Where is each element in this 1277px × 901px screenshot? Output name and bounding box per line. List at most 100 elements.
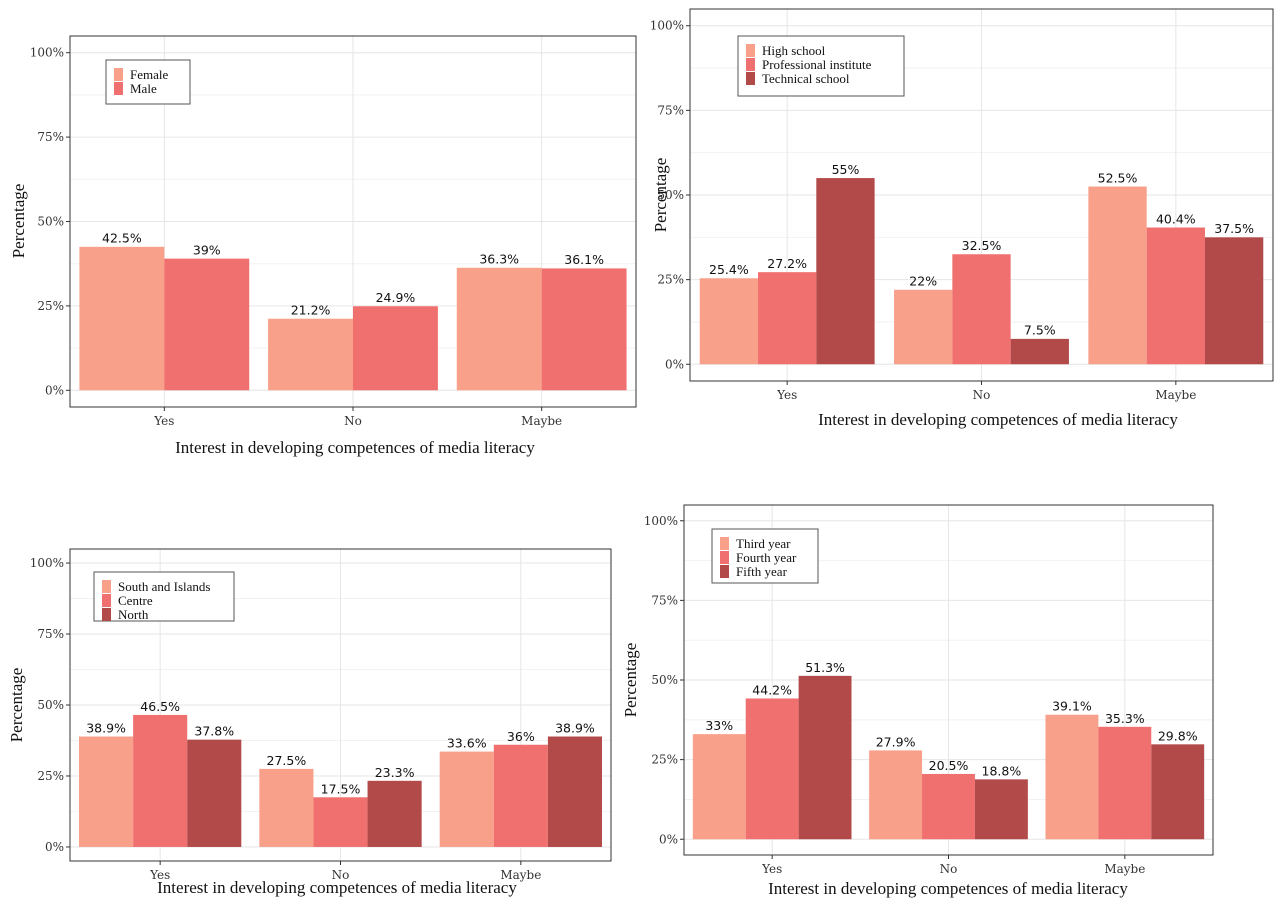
x-tick-label: Maybe [500,868,541,882]
y-tick-label: 75% [37,627,64,641]
y-tick-label: 25% [37,769,64,783]
data-label: 27.5% [267,753,307,768]
data-label: 36.1% [564,252,604,267]
data-label: 40.4% [1156,211,1196,226]
y-tick-label: 25% [657,273,684,287]
data-label: 37.8% [194,724,234,739]
y-tick-label: 75% [651,593,678,607]
bar-high-school-no [894,289,953,365]
x-axis-title: Interest in developing competences of me… [175,438,535,457]
bar-female-no [268,318,353,391]
y-tick-label: 25% [37,299,64,313]
bar-professional-institute-yes [758,272,817,365]
x-tick-label: No [344,414,362,428]
legend-swatch [102,594,111,607]
x-tick-label: Maybe [1104,862,1145,876]
bar-male-maybe [541,268,627,391]
bar-centre-yes [133,714,188,847]
bar-male-yes [164,258,250,391]
legend-label: Technical school [762,71,850,86]
legend-swatch [102,580,111,593]
legend-label: Fifth year [736,564,788,579]
data-label: 44.2% [752,682,792,697]
bar-fifth-year-yes [798,675,852,840]
chart-panel-1: 42.5% 21.2% 36.3% 39% 24.9% 36.1% 0% 25% 50% 75% 1… [9,35,637,457]
legend-swatch [720,551,729,564]
bar-centre-maybe [493,744,548,847]
data-label: 33.6% [447,736,487,751]
data-label: 23.3% [375,765,415,780]
legend-label: Centre [118,593,153,608]
bar-third-year-maybe [1045,714,1099,840]
bar-female-maybe [456,267,542,391]
bar-north-maybe [547,736,602,847]
x-tick-label: Yes [776,388,797,402]
y-tick-label: 0% [659,832,678,846]
data-label: 32.5% [962,238,1002,253]
bar-north-yes [187,739,242,847]
y-axis-title: Percentage [621,643,640,718]
y-tick-label: 0% [665,357,684,371]
data-label: 22% [909,274,937,289]
data-label: 39% [193,242,221,257]
x-axis-title: Interest in developing competences of me… [157,878,517,897]
data-label: 42.5% [102,231,142,246]
legend-box [711,528,819,584]
bar-technical-school-maybe [1204,237,1264,365]
x-tick-label: No [940,862,958,876]
bar-professional-institute-maybe [1146,227,1205,365]
data-label: 27.2% [767,256,807,271]
bar-south-and-islands-maybe [439,751,494,847]
data-label: 51.3% [805,660,845,675]
bar-south-and-islands-yes [79,736,134,847]
data-label: 25.4% [709,262,749,277]
data-label: 38.9% [86,721,126,736]
data-label: 39.1% [1052,699,1092,714]
x-tick-label: Yes [153,414,174,428]
bar-north-no [367,780,422,847]
bar-fifth-year-no [974,779,1028,840]
x-axis-title: Interest in developing competences of me… [818,410,1178,429]
y-tick-label: 100% [30,46,64,60]
data-label: 46.5% [140,699,180,714]
x-tick-label: Maybe [1155,388,1196,402]
x-tick-label: Maybe [521,414,562,428]
legend-label: High school [762,43,826,58]
chart-panel-2: 25.4% 22% 52.5% 27.2% 32.5% 40.4% 55% 7.5% 37.5%… [650,8,1274,429]
data-label: 21.2% [291,303,331,318]
legend-box [737,35,905,97]
legend-swatch [746,58,755,71]
y-tick-label: 100% [30,556,64,570]
data-label: 33% [705,718,733,733]
y-tick-label: 100% [644,514,678,528]
bar-third-year-yes [692,734,746,840]
data-label: 18.8% [982,763,1022,778]
legend-label: South and Islands [118,579,210,594]
bar-male-no [353,306,438,391]
x-tick-label: No [973,388,991,402]
data-label: 36.3% [479,252,519,267]
y-tick-label: 50% [37,698,64,712]
chart-panel-4: 33% 27.9% 39.1% 44.2% 20.5% 35.3% 51.3% 18.8% 29… [621,504,1214,898]
legend-swatch [746,44,755,57]
y-tick-label: 0% [45,840,64,854]
y-axis-title: Percentage [7,668,26,743]
data-label: 36% [507,729,535,744]
legend-box [93,571,235,622]
legend-swatch [720,565,729,578]
chart-panel-3: 38.9% 27.5% 33.6% 46.5% 17.5% 36% 37.8% 23.3% 38… [7,548,612,897]
legend-label: Male [130,81,157,96]
y-tick-label: 75% [37,130,64,144]
bar-high-school-maybe [1088,186,1147,365]
bar-professional-institute-no [952,254,1011,365]
bar-third-year-no [869,750,923,840]
y-tick-label: 75% [657,103,684,117]
bar-technical-school-yes [816,178,875,365]
bar-centre-no [313,797,368,847]
y-tick-label: 100% [650,19,684,33]
data-label: 37.5% [1214,221,1254,236]
